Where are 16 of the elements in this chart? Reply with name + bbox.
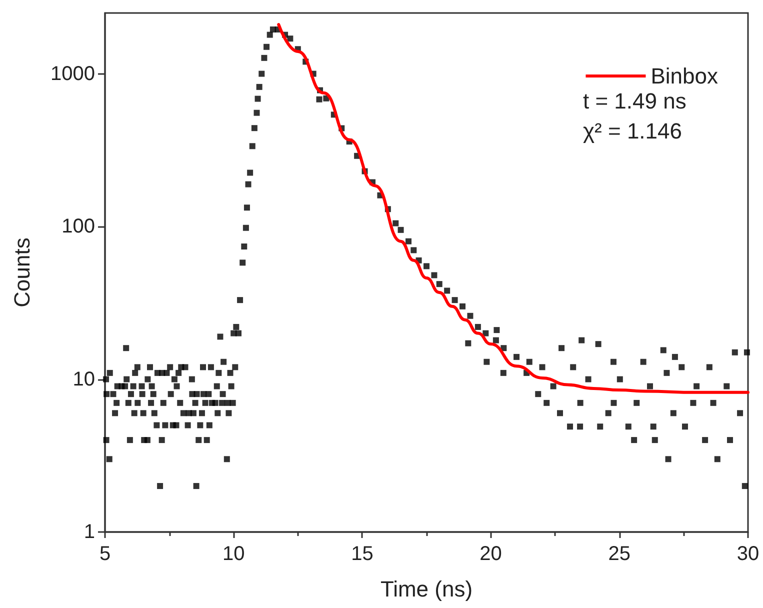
y-tick-label: 1: [84, 521, 95, 543]
x-tick-label: 30: [736, 543, 760, 565]
line-series: [277, 23, 750, 394]
y-tick-label: 10: [72, 368, 95, 390]
x-tick-label: 5: [99, 543, 111, 565]
x-axis-title: Time (ns): [380, 576, 473, 602]
annotation: t = 1.49 ns: [583, 88, 686, 114]
x-tick-label: 25: [608, 543, 631, 565]
x-tick-label: 20: [480, 543, 502, 565]
annotation: χ² = 1.146: [583, 118, 682, 144]
legend-label: Binbox: [650, 64, 718, 88]
y-axis-title: Counts: [10, 238, 34, 308]
y-tick-label: 100: [62, 216, 95, 238]
x-tick-label: 10: [222, 543, 245, 565]
y-tick-label: 1000: [50, 62, 95, 85]
x-tick-label: 15: [351, 543, 374, 565]
